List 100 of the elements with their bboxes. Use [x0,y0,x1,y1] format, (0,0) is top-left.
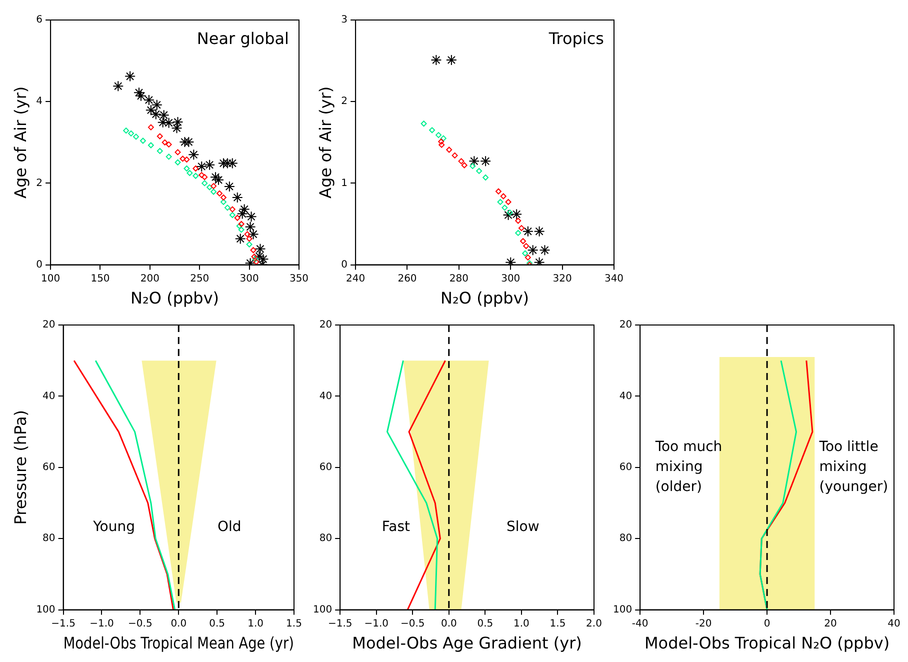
point [246,236,252,242]
y-tick-label: 40 [619,390,632,402]
point [196,160,208,172]
point [244,221,256,232]
y-tick-label: 60 [42,462,56,473]
x-tick-label: −1.5 [328,618,352,630]
point [430,54,442,66]
point [438,142,445,148]
point [458,158,464,164]
point [123,128,130,134]
point [518,225,524,232]
point [468,156,480,167]
x-axis-title: Model-Obs Tropical Mean Age (yr) [63,634,294,653]
y-tick-label: 6 [36,14,43,26]
point [497,198,504,205]
point [124,70,136,82]
point [520,238,526,244]
point [420,120,427,127]
point [252,256,258,262]
point [158,110,170,121]
y-tick-label: 60 [319,462,332,473]
y-axis-title: Age of Air (yr) [316,86,335,198]
annotation: Too little mixing (younger) [818,439,888,496]
x-axis-title: Model-Obs Tropical N₂O (ppbv) [644,634,890,653]
point [234,233,246,244]
x-tick-label: 350 [289,273,309,284]
point [229,212,236,218]
point [482,174,489,180]
point [171,122,182,134]
annotation: Too much mixing (older) [654,439,722,496]
x-tick-label: 200 [140,273,160,284]
x-tick-label: 2.0 [586,618,602,630]
point [254,243,266,254]
point [128,130,134,136]
point [258,254,269,265]
point [133,134,140,140]
point [470,163,476,170]
y-tick-label: 2 [341,96,348,108]
x-tick-label: 280 [449,273,468,284]
text: Tropics [548,29,604,48]
point [184,156,190,163]
point [522,250,528,256]
annotation: Old [218,518,242,535]
point [166,141,172,148]
point [134,87,145,98]
x-axis-title: N₂O (ppbv) [130,288,220,308]
y-tick-label: 20 [42,320,56,331]
y-tick-label: 20 [319,320,332,331]
point [461,162,468,168]
point [236,208,248,220]
point [220,198,226,205]
x-axis-title: N₂O (ppbv) [440,288,530,308]
point [523,243,530,250]
point [145,104,156,116]
point [174,159,181,166]
x-axis-title: Model-Obs Age Gradient (yr) [352,634,582,653]
x-tick-label: -40 [632,618,648,630]
point [506,210,513,216]
point [524,254,531,260]
point [210,172,222,183]
point [480,156,492,167]
x-tick-label: 300 [501,273,520,284]
point [224,180,235,192]
point [522,226,534,237]
x-tick-label: 1.5 [550,618,566,630]
x-tick-label: 1.0 [248,618,264,630]
y-tick-label: 0 [36,259,43,270]
x-tick-label: −1.0 [364,618,389,630]
x-tick-label: 0.0 [170,618,187,630]
point [204,159,216,170]
point [452,152,458,158]
point [198,172,205,178]
point [224,204,230,211]
point [188,149,200,160]
x-tick-label: 20 [824,618,837,630]
point [251,254,258,260]
y-tick-label: 3 [341,14,348,26]
point [150,108,162,120]
point [151,99,162,110]
point [156,133,163,140]
x-tick-label: -20 [695,618,712,630]
point [135,90,146,102]
point [210,183,217,190]
point [238,226,244,233]
point [174,149,181,156]
y-tick-label: 100 [312,604,332,616]
y-axis-title: Pressure (hPa) [10,410,30,525]
point [429,127,436,134]
x-tick-label: −1.0 [90,618,114,630]
x-tick-label: −0.5 [128,618,152,630]
x-tick-label: 250 [190,273,210,284]
x-tick-label: 320 [552,273,572,284]
point [502,204,508,211]
point [143,94,154,106]
x-tick-label: 240 [346,273,366,284]
point [438,138,444,145]
x-tick-label: 150 [90,273,110,284]
point [511,208,522,220]
point [436,132,442,138]
annotation: Young [92,518,135,535]
